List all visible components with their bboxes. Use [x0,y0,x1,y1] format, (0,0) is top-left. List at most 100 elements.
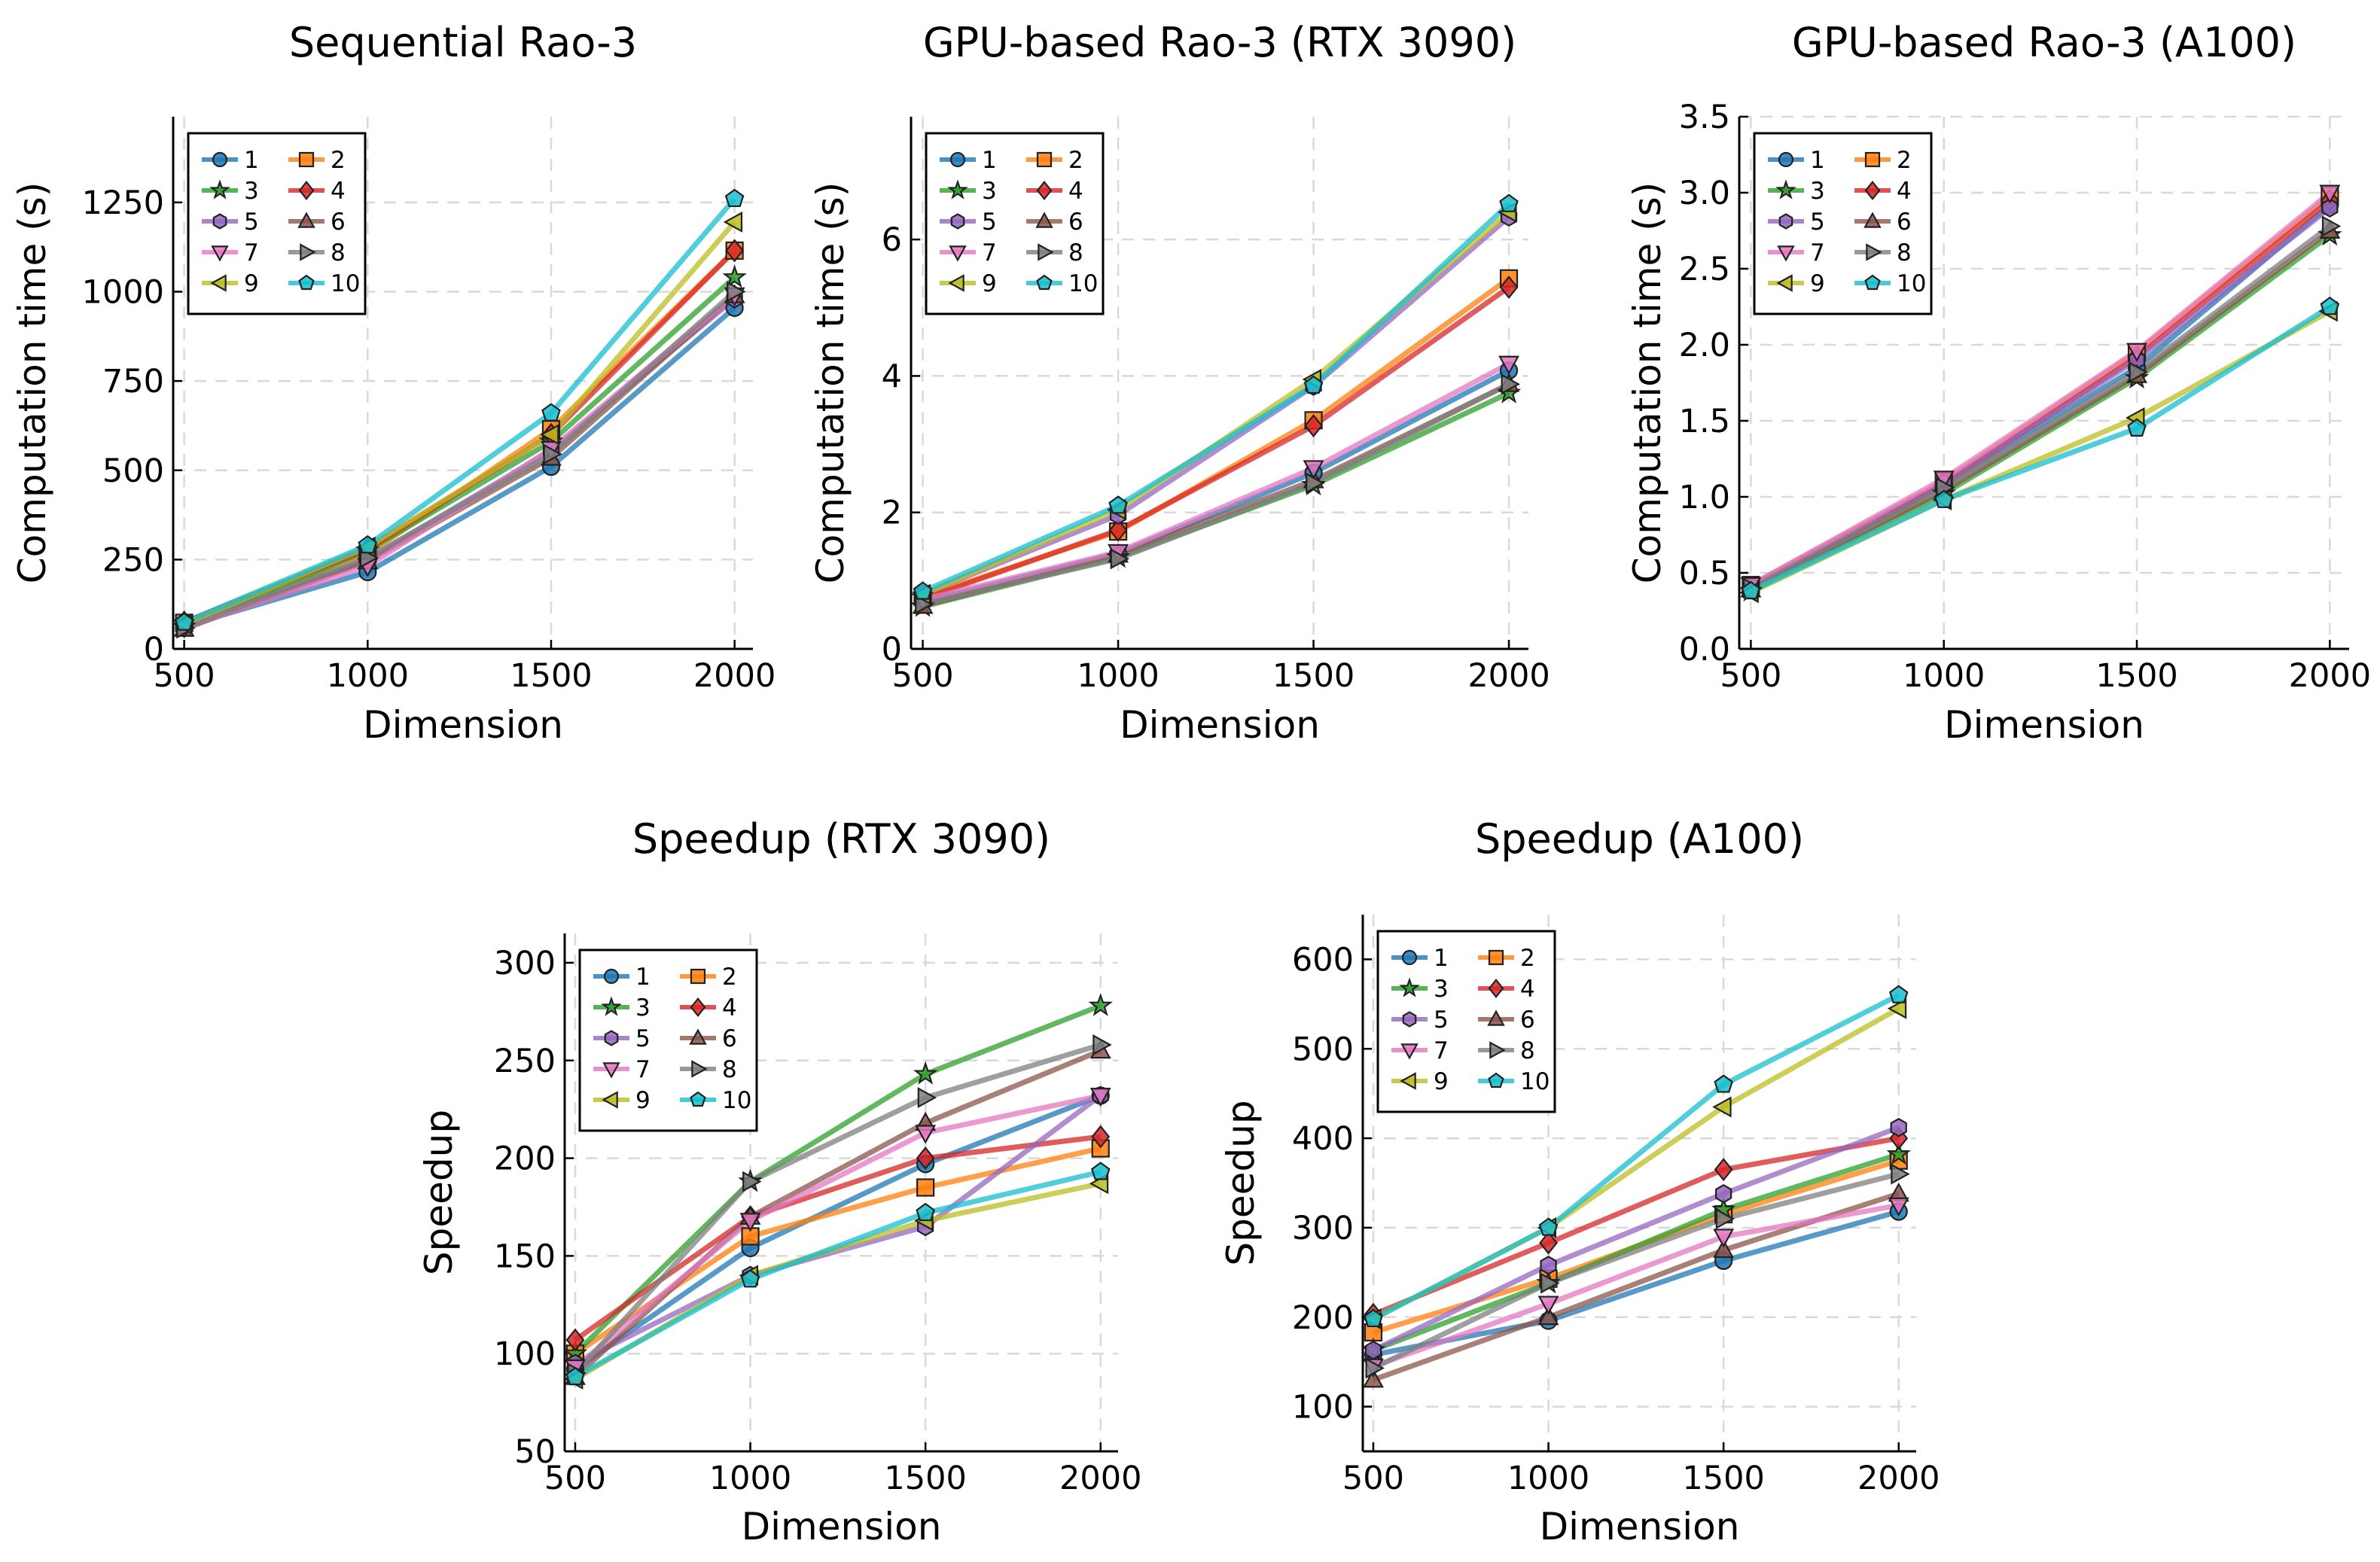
chart-rtx: 500 1000 1500 2000 0 2 4 6 GPU-based Rao-3 (RTX … [809,19,1550,747]
y-axis-label: Computation time (s) [1626,182,1669,583]
data-point-series-4 [725,239,745,263]
legend-marker-8 [1489,1041,1506,1059]
legend-label-9: 9 [244,270,259,297]
series-line-1 [573,1093,1102,1372]
series-line-10 [922,202,1511,595]
legend-label-8: 8 [1520,1037,1535,1064]
legend-label-1: 1 [1810,147,1825,174]
legend-marker-10 [1488,1072,1504,1089]
series-line-5 [1372,1125,1900,1353]
series-line-7 [1372,1202,1900,1369]
data-point-series-7 [2126,343,2147,363]
legend-marker-4 [1036,180,1053,201]
y-tick-label: 300 [1292,1210,1354,1247]
data-point-series-8 [742,1171,762,1192]
data-point-series-7 [1713,1229,1735,1248]
legend-label-5: 5 [244,209,259,236]
legend: 1 2 3 4 5 6 7 8 9 10 [1753,132,1933,315]
data-point-series-10 [1108,495,1128,514]
y-tick-label: 0.0 [1679,631,1730,668]
legend-marker-7 [949,245,967,262]
legend-label-4: 4 [722,994,737,1022]
data-point-series-7 [1089,1088,1111,1107]
legend-label-8: 8 [1897,239,1912,266]
legend: 1 2 3 4 5 6 7 8 9 10 [925,132,1105,315]
data-point-series-10 [358,534,378,554]
y-tick-label: 200 [1292,1299,1354,1337]
x-tick-label: 2000 [1059,1460,1141,1497]
data-point-series-8 [1092,1034,1112,1055]
legend-marker-8 [1038,243,1054,261]
data-point-series-5 [1364,1340,1382,1360]
series-line-3 [183,275,736,629]
y-tick-label: 1.0 [1679,479,1730,516]
legend-label-8: 8 [331,239,346,266]
data-point-series-7 [2319,184,2341,204]
chart-a100: 500 1000 1500 2000 0.0 0.5 1.0 1.5 2.0 2.5 3.0 3.5 G… [1626,19,2371,747]
y-axis-label: Computation time (s) [11,182,54,583]
chart-title: Sequential Rao-3 [289,19,637,66]
y-tick-label: 150 [494,1238,556,1275]
x-tick-label: 2000 [693,657,776,695]
legend-label-8: 8 [722,1056,737,1083]
legend-marker-1 [212,151,228,168]
legend-label-1: 1 [635,964,651,991]
data-point-series-7 [1888,1197,1909,1217]
y-tick-label: 6 [882,221,902,259]
series-line-8 [1749,224,2332,591]
legend-marker-4 [298,180,315,201]
data-point-series-7 [915,1125,937,1144]
series-line-10 [1749,304,2332,594]
y-tick-label: 4 [882,358,902,395]
series-line-3 [573,1003,1102,1356]
legend-marker-3 [947,179,968,199]
y-tick-label: 750 [102,363,164,400]
y-tick-label: 100 [494,1335,556,1373]
data-point-series-10 [1741,580,1761,600]
y-axis-label: Speedup [417,1110,461,1275]
chart-title: Speedup (RTX 3090) [632,815,1050,863]
legend-label-6: 6 [1897,209,1912,236]
x-axis-label: Dimension [363,703,563,747]
legend-label-3: 3 [635,994,651,1022]
x-tick-label: 1000 [1507,1460,1589,1497]
legend-marker-8 [1866,243,1882,261]
legend-label-6: 6 [722,1025,737,1052]
series-line-7 [573,1093,1102,1370]
x-tick-label: 1000 [1903,657,1985,695]
legend-marker-5 [1778,213,1793,230]
legend-marker-1 [603,968,620,985]
data-point-series-5 [1715,1183,1732,1204]
legend-label-3: 3 [982,178,997,205]
data-point-series-3 [913,1061,938,1085]
series-line-3 [1372,1152,1900,1353]
chart-sp_rtx: 500 1000 1500 2000 50 100 150 200 250 300 Speedup … [417,815,1141,1548]
data-point-series-3 [722,264,747,288]
legend-marker-4 [690,997,706,1018]
legend-marker-2 [1864,151,1881,168]
x-axis-label: Dimension [1120,703,1320,747]
data-point-series-2 [916,1178,935,1197]
x-tick-label: 1500 [510,657,592,695]
legend-label-4: 4 [1897,178,1912,205]
legend-marker-5 [212,213,227,230]
legend-marker-9 [1776,274,1793,292]
data-point-series-10 [1888,985,1909,1003]
legend: 1 2 3 4 5 6 7 8 9 10 [187,132,367,315]
legend-marker-5 [950,213,965,230]
legend-marker-10 [1864,274,1881,291]
legend-marker-6 [1863,212,1882,228]
legend-marker-9 [1400,1072,1416,1090]
data-point-series-10 [1538,1217,1559,1236]
legend-marker-10 [1036,274,1053,291]
legend-label-3: 3 [1434,976,1449,1003]
legend-label-5: 5 [635,1025,651,1052]
y-tick-label: 0.5 [1679,555,1730,592]
series-line-5 [574,1093,1102,1366]
x-tick-label: 500 [1720,657,1781,695]
x-tick-label: 500 [1342,1460,1404,1497]
legend-marker-6 [689,1028,707,1045]
legend-label-5: 5 [1434,1006,1449,1034]
legend-marker-7 [1400,1043,1419,1060]
data-point-series-10 [1714,1074,1733,1093]
